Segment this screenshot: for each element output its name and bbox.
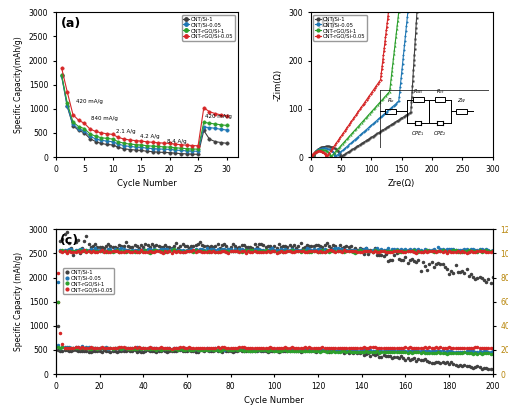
X-axis label: Cycle Number: Cycle Number (117, 179, 177, 188)
Text: 4.2 A/g: 4.2 A/g (140, 134, 160, 139)
Legend: CNT/Si-1, CNT/Si-0.05, CNT-rGO/Si-1, CNT-rGO/Si-0.05: CNT/Si-1, CNT/Si-0.05, CNT-rGO/Si-1, CNT… (181, 15, 235, 41)
Text: 420 mA/g: 420 mA/g (76, 99, 103, 104)
Text: 840 mA/g: 840 mA/g (91, 116, 118, 121)
Y-axis label: Specific Capacity(mAh/g): Specific Capacity(mAh/g) (14, 36, 23, 133)
Legend: CNT/Si-1, CNT/Si-0.05, CNT-rGO/Si-1, CNT-rGO/Si-0.05: CNT/Si-1, CNT/Si-0.05, CNT-rGO/Si-1, CNT… (63, 268, 114, 294)
Text: 2.1 A/g: 2.1 A/g (116, 129, 135, 134)
Text: 8.4 A/g: 8.4 A/g (167, 139, 186, 145)
Text: (a): (a) (61, 17, 82, 30)
Text: 420 mA/g: 420 mA/g (205, 114, 232, 120)
Legend: CNT/Si-1, CNT/Si-0.05, CNT-rGO/Si-1, CNT-rGO/Si-0.05: CNT/Si-1, CNT/Si-0.05, CNT-rGO/Si-1, CNT… (313, 15, 367, 41)
Y-axis label: Specific Capacity (mAh/g): Specific Capacity (mAh/g) (14, 252, 23, 351)
Text: (c): (c) (60, 234, 79, 247)
Text: (b): (b) (316, 17, 337, 30)
X-axis label: Zre(Ω): Zre(Ω) (388, 179, 416, 188)
X-axis label: Cycle Number: Cycle Number (244, 396, 304, 405)
Y-axis label: -Zim(Ω): -Zim(Ω) (274, 69, 283, 101)
